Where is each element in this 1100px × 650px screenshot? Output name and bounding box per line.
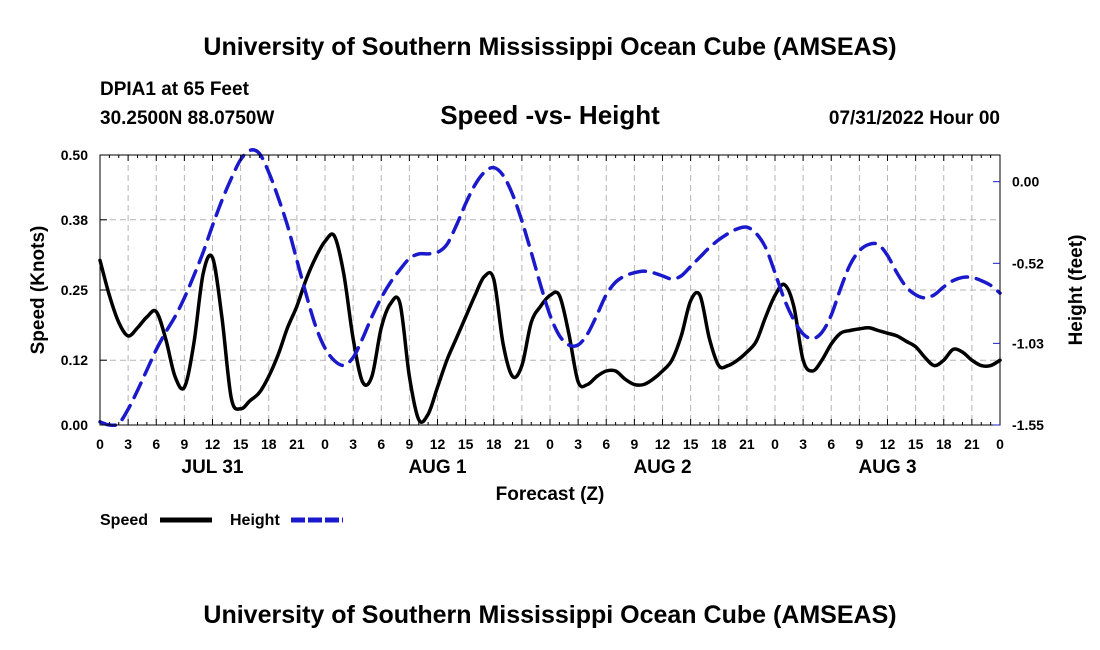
- x-tick-label: 6: [377, 436, 385, 452]
- coordinates-label: 30.2500N 88.0750W: [100, 108, 274, 129]
- y-tick-label: 0.38: [61, 212, 88, 228]
- axes-group: 0 3 6 9 12 15 18 21 0 3 6 9 12 15 18 21 0 3 6 9 12 15 18 21 0 3 6 9…: [61, 147, 1044, 478]
- y-tick-label: 0.00: [61, 417, 88, 433]
- x-date-label: AUG 2: [633, 457, 691, 478]
- x-tick-label: 0: [96, 436, 104, 452]
- x-tick-label: 0: [321, 436, 329, 452]
- x-tick-label: 21: [514, 436, 530, 452]
- x-tick-label: 21: [739, 436, 755, 452]
- x-date-label: AUG 1: [408, 457, 467, 478]
- y2-tick-label: -0.52: [1012, 255, 1044, 271]
- series-group: [98, 148, 1002, 428]
- x-tick-label: 12: [655, 436, 671, 452]
- x-tick-label: 12: [430, 436, 446, 452]
- x-date-label: JUL 31: [182, 457, 244, 478]
- height-series-line: [98, 148, 1002, 428]
- forecast-date-label: 07/31/2022 Hour 00: [829, 108, 1000, 129]
- x-tick-label: 3: [124, 436, 132, 452]
- x-tick-label: 0: [546, 436, 554, 452]
- x-tick-label: 3: [799, 436, 807, 452]
- x-tick-label: 3: [574, 436, 582, 452]
- y-tick-label: 0.50: [61, 147, 88, 163]
- legend: Speed Height: [100, 512, 343, 529]
- chart-title: University of Southern Mississippi Ocean…: [203, 33, 896, 61]
- x-tick-label: 9: [405, 436, 413, 452]
- y-tick-label: 0.25: [61, 282, 88, 298]
- y-axis-label: Speed (Knots): [28, 226, 49, 355]
- x-tick-label: 18: [711, 436, 727, 452]
- x-tick-label: 18: [486, 436, 502, 452]
- x-tick-label: 21: [289, 436, 305, 452]
- x-tick-label: 0: [996, 436, 1004, 452]
- x-tick-label: 15: [233, 436, 249, 452]
- footer-title: University of Southern Mississippi Ocean…: [203, 601, 896, 629]
- x-tick-label: 9: [855, 436, 863, 452]
- x-tick-label: 6: [602, 436, 610, 452]
- x-tick-label: 21: [964, 436, 980, 452]
- x-tick-label: 15: [908, 436, 924, 452]
- chart-subtitle: Speed -vs- Height: [440, 100, 660, 130]
- legend-height-label: Height: [230, 512, 280, 529]
- y2-tick-label: 0.00: [1012, 174, 1039, 190]
- speed-series-line: [98, 232, 1002, 424]
- grid-lines: [100, 155, 1000, 425]
- x-tick-label: 6: [827, 436, 835, 452]
- x-tick-label: 15: [683, 436, 699, 452]
- legend-speed-label: Speed: [100, 512, 148, 529]
- x-date-label: AUG 3: [858, 457, 916, 478]
- x-tick-label: 3: [349, 436, 357, 452]
- x-tick-label: 18: [261, 436, 277, 452]
- x-tick-label: 18: [936, 436, 952, 452]
- x-tick-label: 12: [205, 436, 221, 452]
- x-tick-label: 15: [458, 436, 474, 452]
- x-tick-label: 6: [152, 436, 160, 452]
- y2-tick-label: -1.03: [1012, 335, 1044, 351]
- x-tick-label: 9: [630, 436, 638, 452]
- y2-axis-label: Height (feet): [1066, 235, 1087, 346]
- y-tick-label: 0.12: [61, 352, 88, 368]
- x-tick-label: 12: [880, 436, 896, 452]
- x-axis-label: Forecast (Z): [496, 484, 605, 505]
- y2-tick-label: -1.55: [1012, 417, 1044, 433]
- x-tick-label: 0: [771, 436, 779, 452]
- station-label: DPIA1 at 65 Feet: [100, 79, 250, 100]
- x-tick-label: 9: [180, 436, 188, 452]
